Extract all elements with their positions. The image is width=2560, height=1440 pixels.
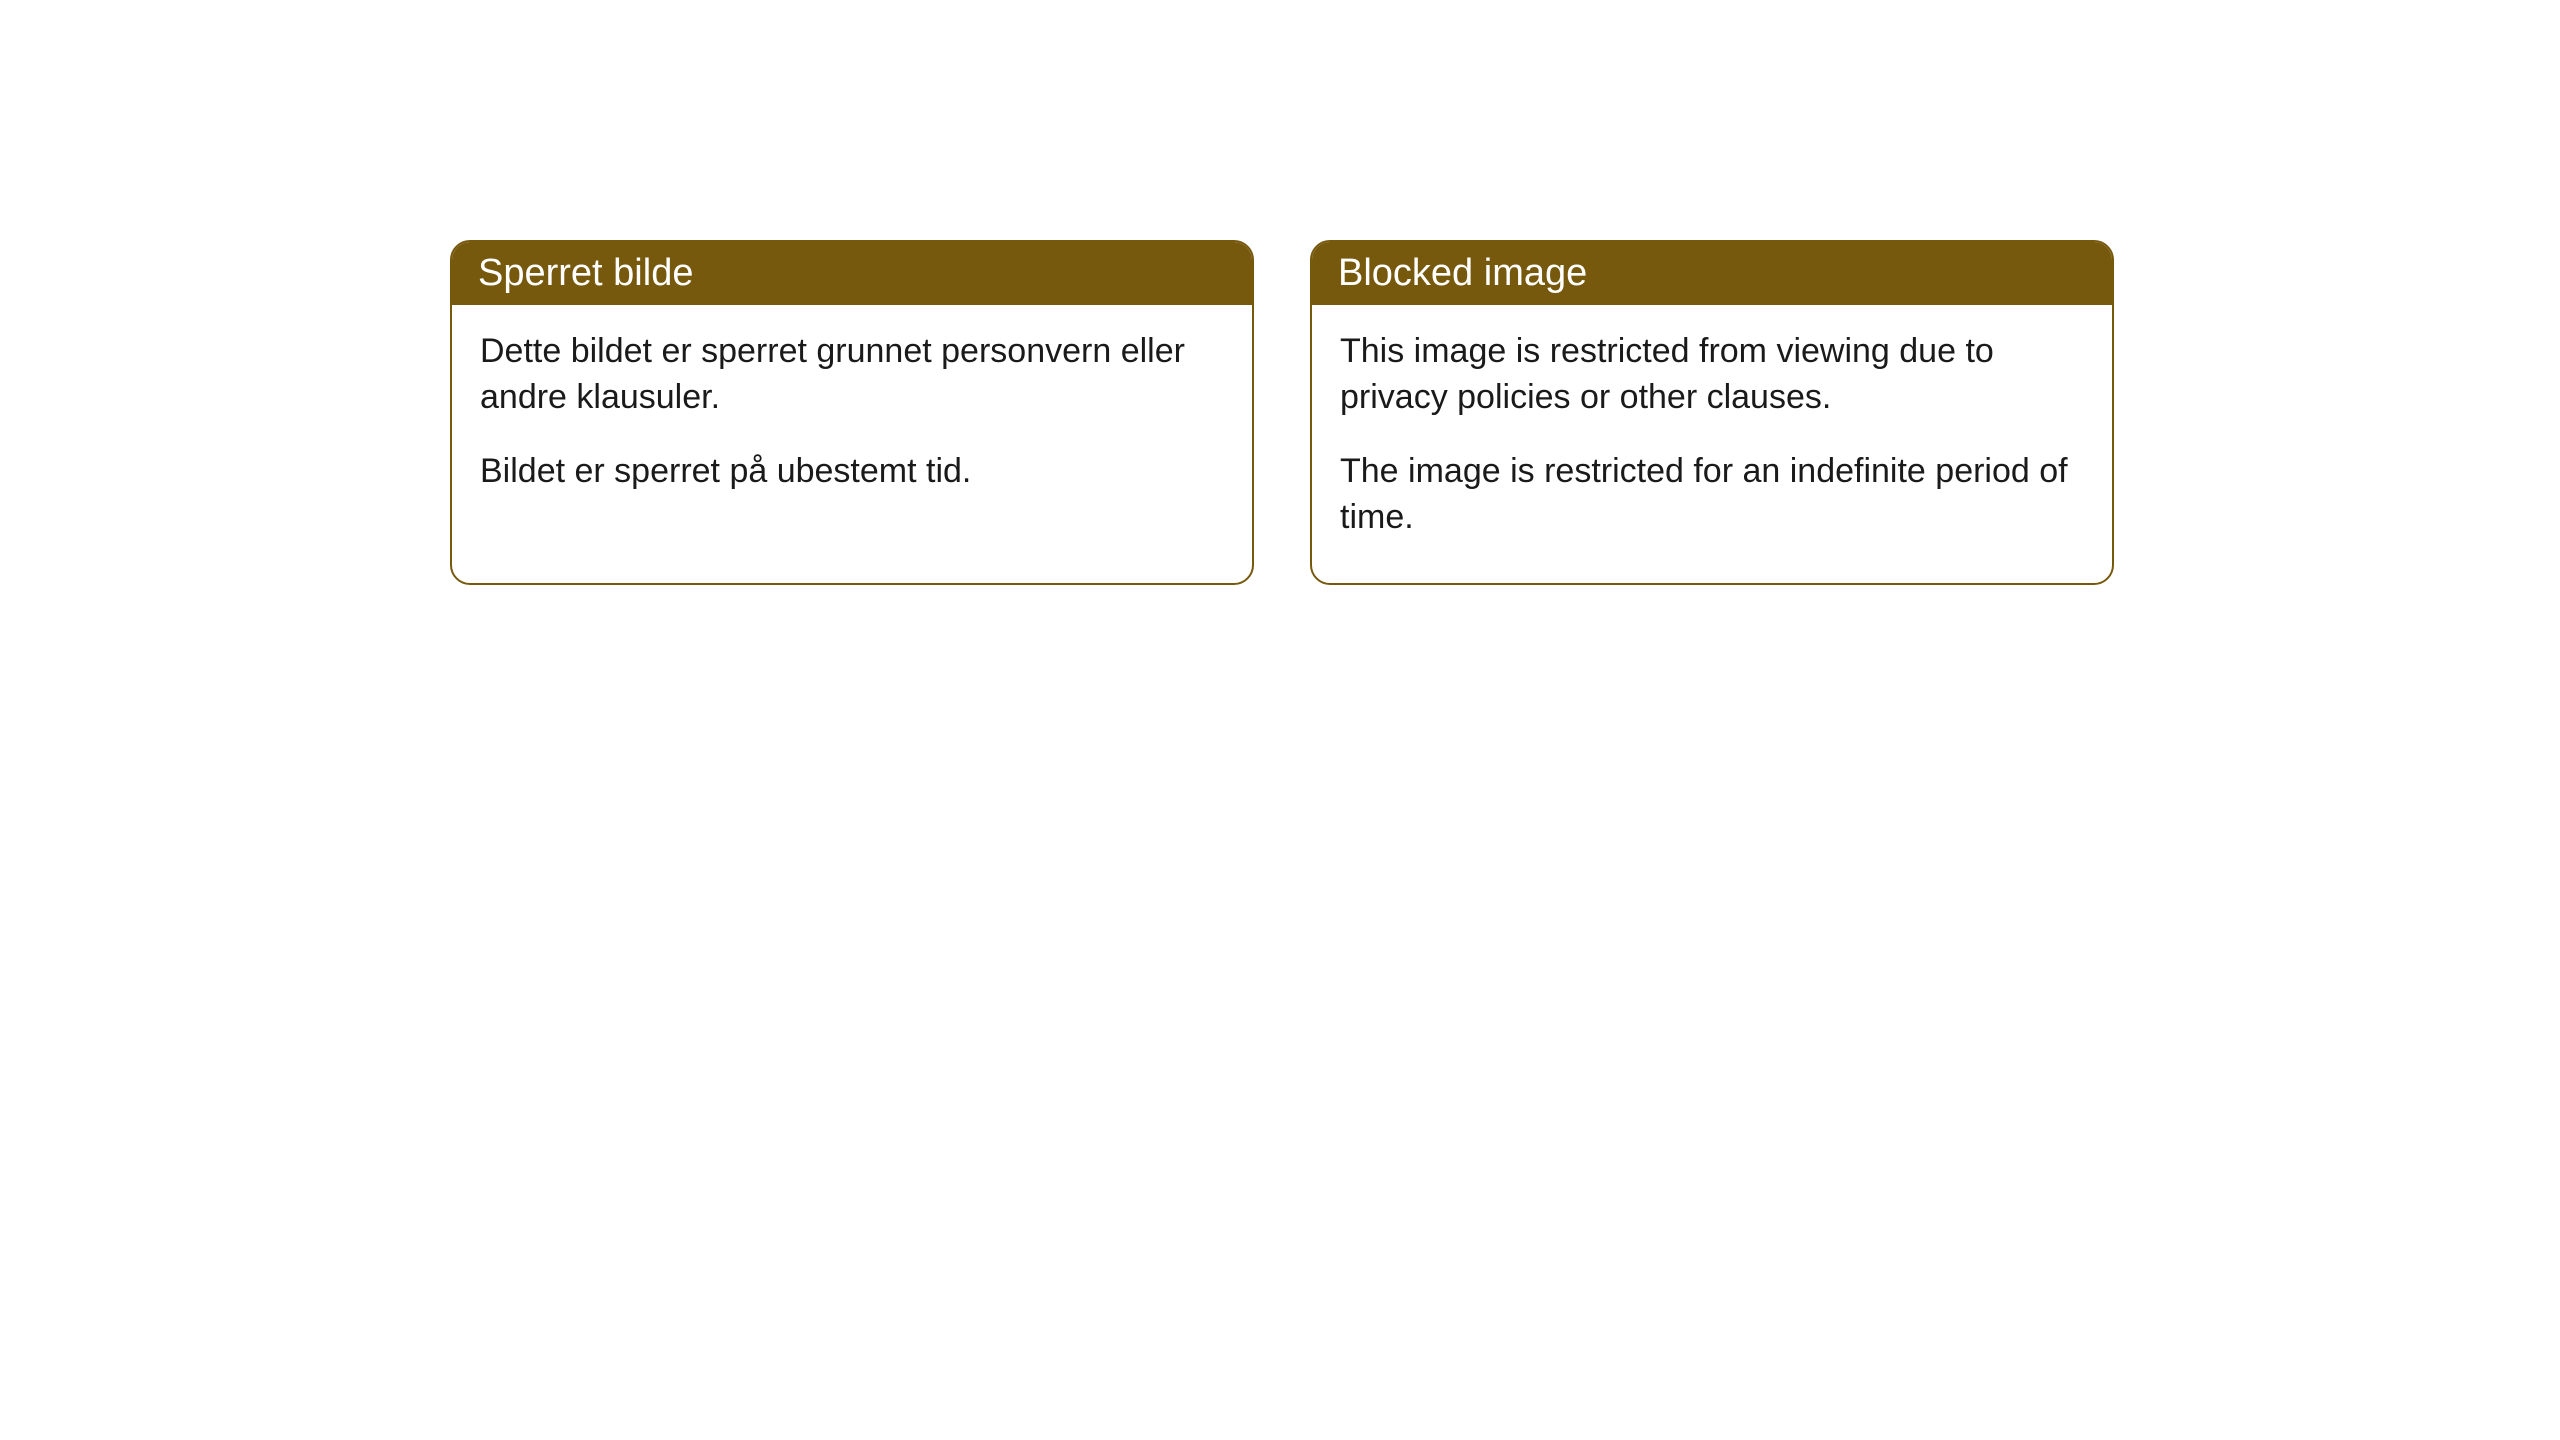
card-title-english: Blocked image bbox=[1338, 252, 1587, 294]
card-norwegian: Sperret bilde Dette bildet er sperret gr… bbox=[450, 240, 1254, 585]
cards-container: Sperret bilde Dette bildet er sperret gr… bbox=[0, 0, 2560, 585]
card-body-norwegian: Dette bildet er sperret grunnet personve… bbox=[452, 305, 1252, 537]
card-title-norwegian: Sperret bilde bbox=[478, 252, 693, 294]
card-paragraph-2-norwegian: Bildet er sperret på ubestemt tid. bbox=[480, 449, 1224, 495]
card-paragraph-1-norwegian: Dette bildet er sperret grunnet personve… bbox=[480, 329, 1224, 421]
card-body-english: This image is restricted from viewing du… bbox=[1312, 305, 2112, 583]
card-paragraph-1-english: This image is restricted from viewing du… bbox=[1340, 329, 2084, 421]
card-header-norwegian: Sperret bilde bbox=[452, 242, 1252, 305]
card-paragraph-2-english: The image is restricted for an indefinit… bbox=[1340, 449, 2084, 541]
card-english: Blocked image This image is restricted f… bbox=[1310, 240, 2114, 585]
card-header-english: Blocked image bbox=[1312, 242, 2112, 305]
